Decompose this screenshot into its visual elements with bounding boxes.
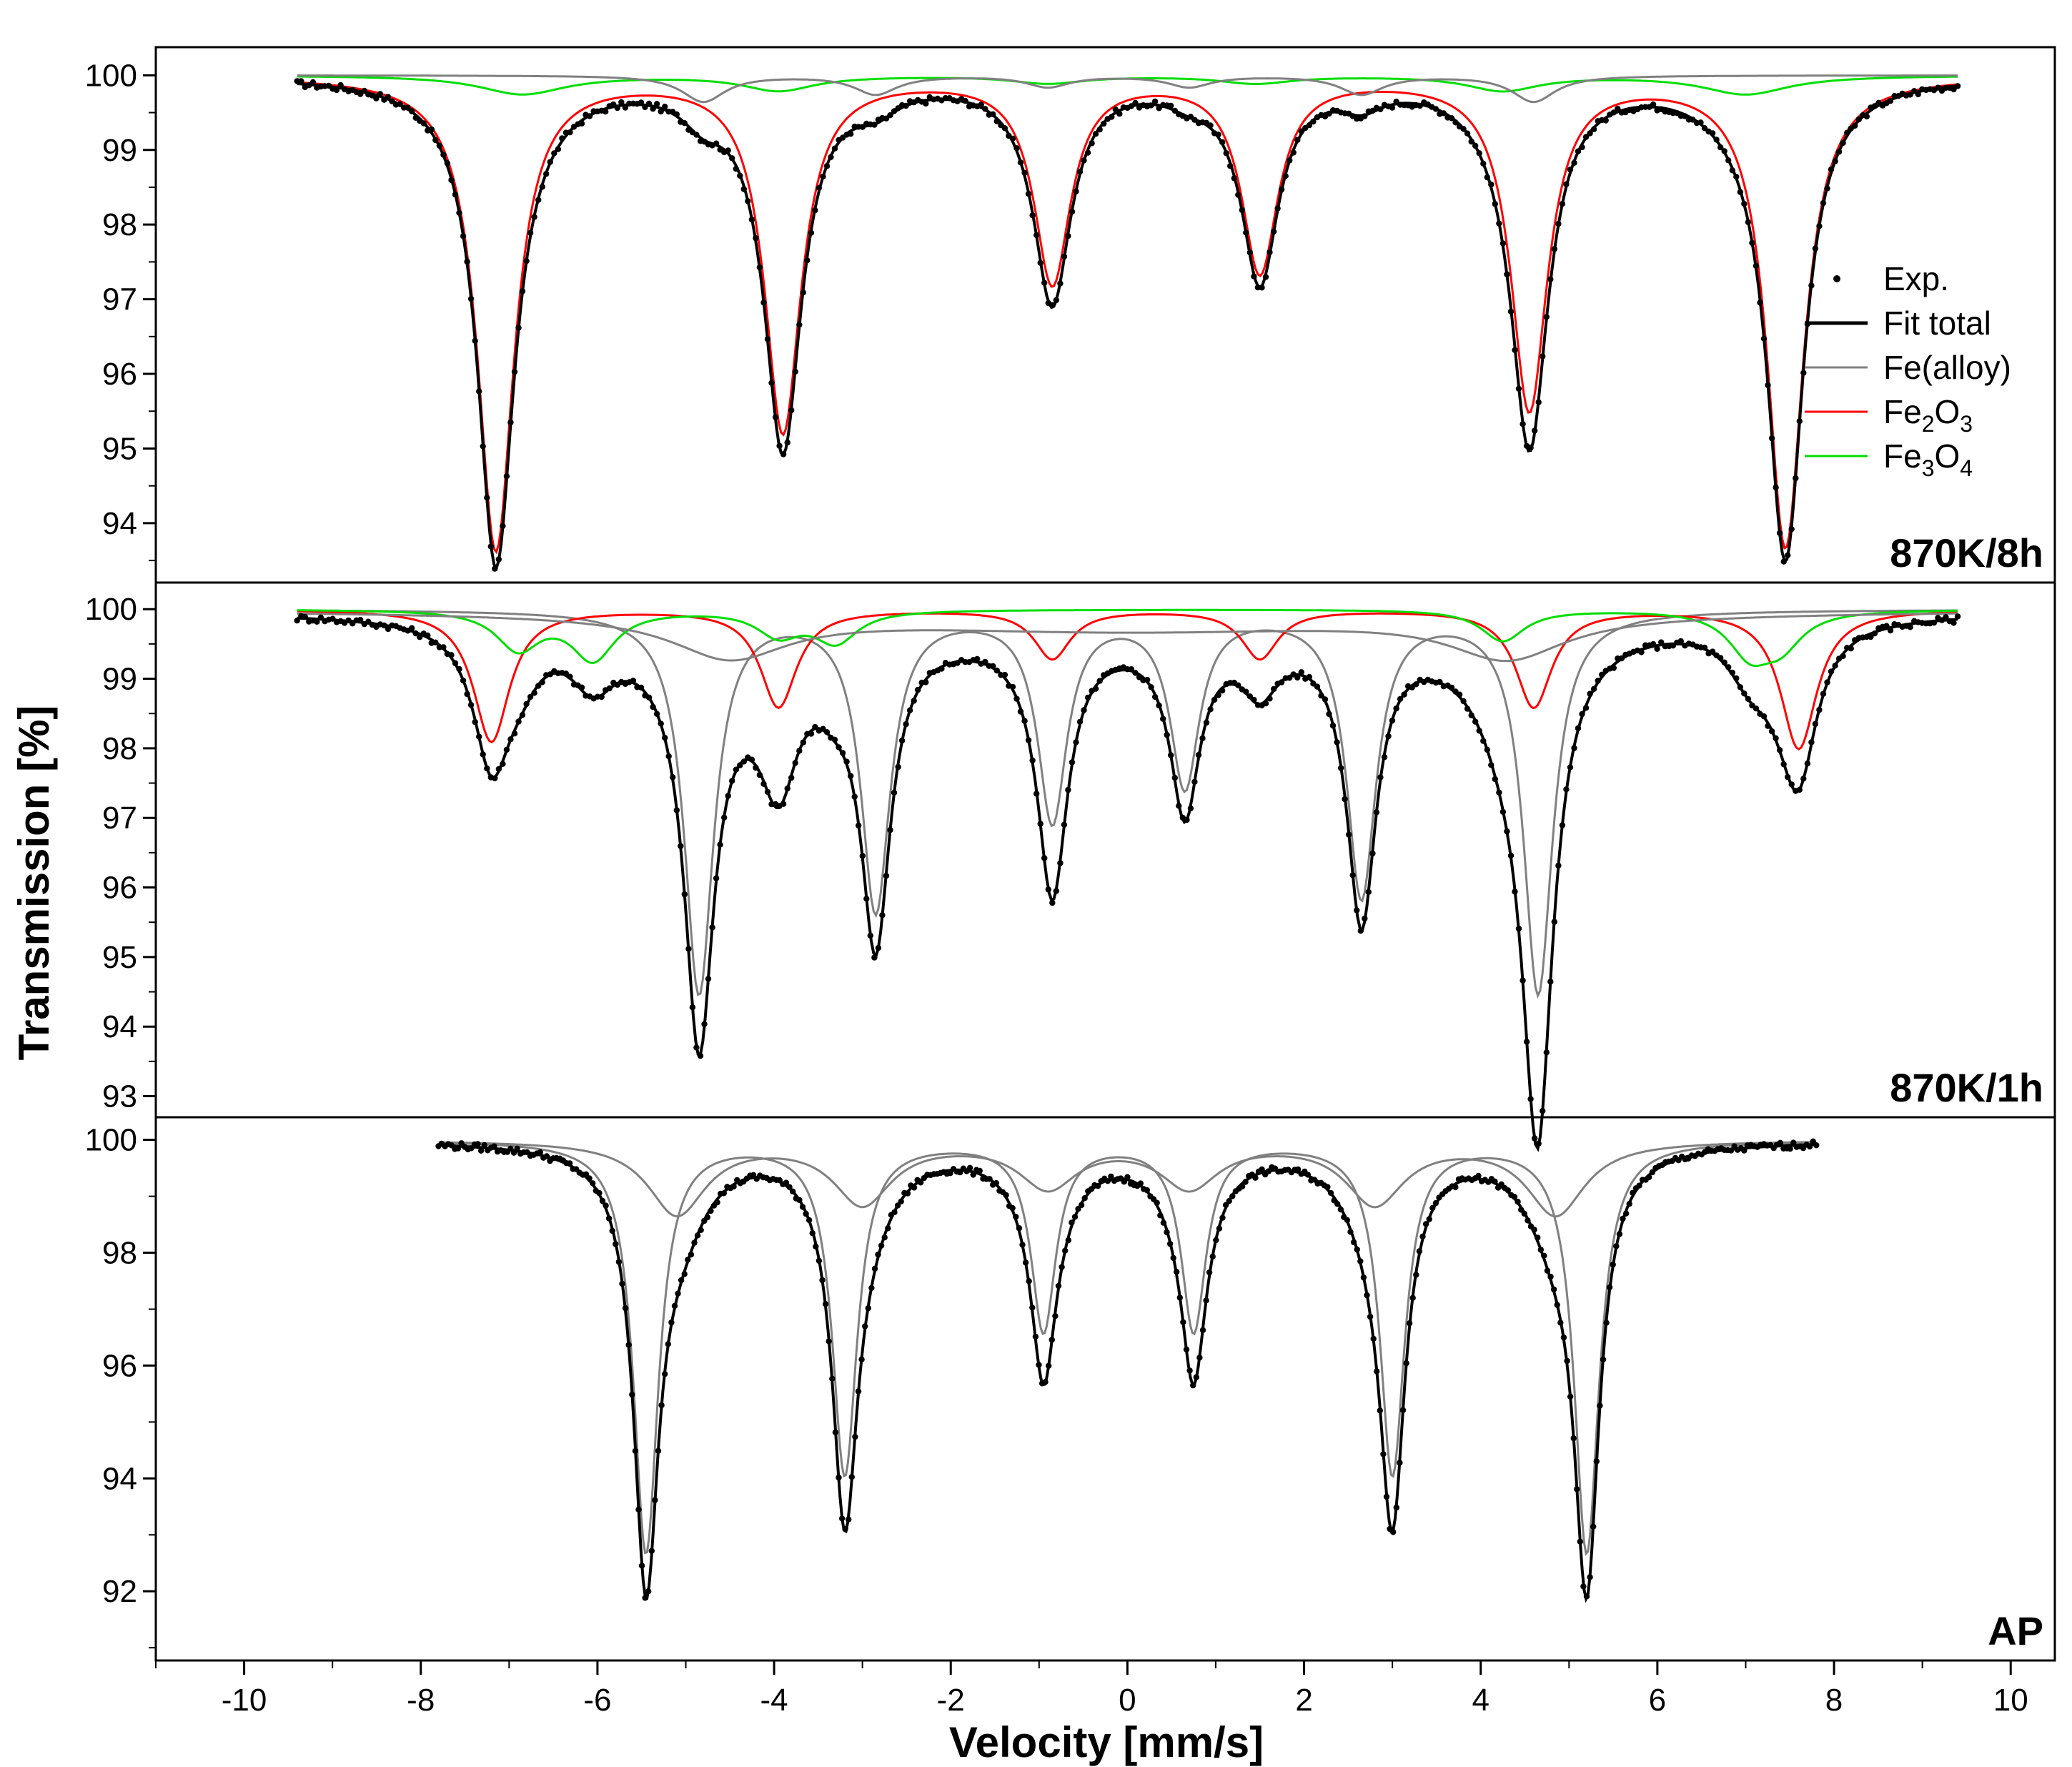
y-tick-label: 98 — [102, 731, 137, 766]
data-point — [1777, 1139, 1783, 1147]
series-line-fe3o4 — [297, 608, 1958, 668]
panel-label: 870K/8h — [1890, 530, 2043, 575]
legend-label-fit_total: Fit total — [1883, 305, 1991, 342]
x-tick-label: 4 — [1472, 1683, 1489, 1718]
y-tick-label: 97 — [102, 801, 137, 836]
data-point — [618, 99, 625, 106]
data-point — [1943, 614, 1949, 620]
legend-label-fe2o3: Fe2O3 — [1883, 393, 1973, 437]
legend-marker-exp — [1833, 275, 1840, 282]
panel-label: AP — [1988, 1608, 2043, 1653]
data-point — [1787, 1145, 1793, 1152]
y-tick-label: 92 — [102, 1574, 137, 1609]
legend-label-exp: Exp. — [1883, 260, 1949, 297]
data-point — [1151, 98, 1159, 105]
x-tick-label: 0 — [1119, 1683, 1136, 1718]
legend-formula-part: 3 — [1922, 455, 1935, 481]
x-tick-label: 8 — [1825, 1683, 1843, 1718]
y-tick-label: 95 — [102, 431, 137, 466]
series-line-alloy — [297, 74, 1958, 104]
y-tick-label: 93 — [102, 1079, 137, 1114]
x-tick-label: -10 — [222, 1683, 267, 1718]
panel-label: 870K/1h — [1890, 1065, 2043, 1110]
legend-formula-part: Fe — [1883, 393, 1922, 430]
legend-formula-part: 3 — [1960, 411, 1973, 437]
x-tick-label: 2 — [1295, 1683, 1312, 1718]
legend-formula-part: 4 — [1960, 455, 1973, 481]
x-tick-label: 10 — [1993, 1683, 2028, 1718]
legend-formula-part: 2 — [1922, 411, 1935, 437]
y-tick-label: 99 — [102, 133, 137, 168]
data-point — [477, 1147, 485, 1154]
data-point — [966, 1164, 973, 1172]
y-tick-label: 98 — [102, 1236, 137, 1271]
legend-label-fe3o4: Fe3O4 — [1883, 437, 1973, 481]
y-axis-title: Transmission [%] — [10, 706, 58, 1061]
x-tick-label: -4 — [760, 1683, 788, 1718]
x-tick-label: -2 — [937, 1683, 965, 1718]
x-tick-label: -6 — [583, 1683, 611, 1718]
data-point — [1654, 645, 1660, 652]
series-line-fit-total — [297, 82, 1958, 572]
y-tick-label: 96 — [102, 1348, 137, 1383]
legend-formula-part: Fe — [1883, 437, 1922, 475]
series-line-fe2o3 — [297, 81, 1958, 555]
data-point — [475, 1141, 481, 1147]
panel-frame — [154, 1116, 2056, 1662]
y-tick-label: 95 — [102, 940, 137, 975]
legend-formula-part: O — [1934, 437, 1960, 475]
data-point — [1907, 624, 1913, 630]
series-line-alloy — [438, 1141, 1817, 1556]
y-tick-label: 96 — [102, 871, 137, 906]
y-tick-label: 94 — [102, 506, 137, 541]
panel-ap: 92 94 96 98 100 AP — [85, 1116, 2056, 1662]
data-point — [1475, 1172, 1482, 1179]
x-tick-label: 6 — [1649, 1683, 1666, 1718]
series-line-alloy — [297, 612, 1958, 663]
series-line-fit-total — [297, 616, 1958, 1152]
y-tick-label: 94 — [102, 1009, 137, 1044]
x-axis: -10 -8 -6 -4 -2 0 2 4 6 8 10 — [155, 1660, 2028, 1718]
y-tick-label: 96 — [102, 357, 137, 392]
y-tick-label: 94 — [102, 1461, 137, 1496]
panel-870k-1h: 93 94 95 96 97 98 99 100 870K/1h — [85, 581, 2056, 1152]
y-tick-label: 100 — [85, 58, 137, 93]
y-tick-label: 98 — [102, 207, 137, 242]
y-tick-label: 100 — [85, 592, 137, 627]
legend-label-alloy: Fe(alloy) — [1883, 349, 2011, 386]
y-tick-label: 99 — [102, 662, 137, 697]
legend-formula-part: O — [1934, 393, 1960, 430]
data-point — [1950, 620, 1957, 626]
y-tick-label: 97 — [102, 282, 137, 317]
data-point — [1954, 613, 1961, 620]
panel-870k-8h: 94 95 96 97 98 99 100 870K/8h — [85, 46, 2056, 584]
data-point — [385, 625, 392, 633]
y-tick-label: 100 — [85, 1123, 137, 1158]
x-axis-title: Velocity [mm/s] — [949, 1718, 1264, 1766]
series-line-fit-total — [438, 1143, 1817, 1603]
series-line-alloy — [438, 1141, 1817, 1218]
data-point — [923, 100, 929, 107]
x-tick-label: -8 — [407, 1683, 435, 1718]
